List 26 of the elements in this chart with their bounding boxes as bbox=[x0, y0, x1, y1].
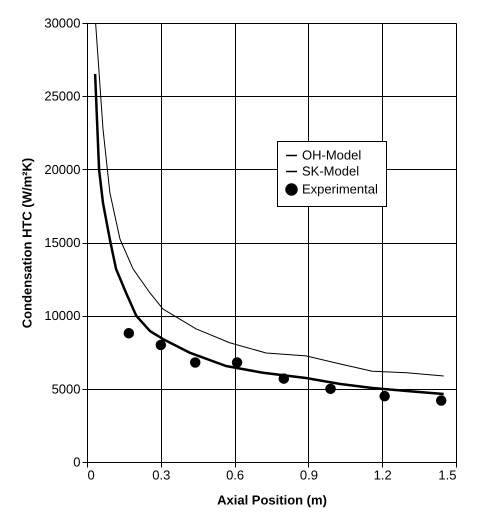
legend-label: SK-Model bbox=[302, 164, 360, 178]
y-tick-label: 15000 bbox=[44, 235, 80, 250]
legend-label: OH-Model bbox=[302, 148, 362, 162]
point bbox=[190, 357, 200, 368]
y-tick-label: 5000 bbox=[52, 381, 80, 396]
x-tick-label: 1.5 bbox=[438, 468, 456, 482]
y-tick-label: 10000 bbox=[44, 308, 80, 324]
point bbox=[325, 384, 336, 394]
x-tick-label: 0.3 bbox=[152, 468, 170, 482]
y-tick-label: 30000 bbox=[44, 16, 80, 30]
y-tick-label: 0 bbox=[73, 454, 80, 470]
point bbox=[436, 395, 446, 406]
legend-label: Experimental bbox=[302, 182, 378, 196]
point bbox=[124, 328, 134, 338]
x-tick-label: 0.6 bbox=[226, 468, 244, 482]
point bbox=[379, 390, 390, 402]
y-axis-title: Condensation HTC (W/m²K) bbox=[19, 158, 34, 328]
point bbox=[232, 357, 242, 368]
point bbox=[156, 340, 166, 350]
x-axis-title: Axial Position (m) bbox=[217, 492, 327, 508]
y-tick-label: 20000 bbox=[44, 162, 80, 177]
x-tick-label: 0.9 bbox=[300, 468, 318, 482]
point bbox=[278, 373, 290, 384]
x-tick-label: 1.2 bbox=[374, 468, 392, 482]
x-tick-label: 0 bbox=[88, 468, 95, 482]
y-tick-label: 25000 bbox=[44, 88, 80, 104]
